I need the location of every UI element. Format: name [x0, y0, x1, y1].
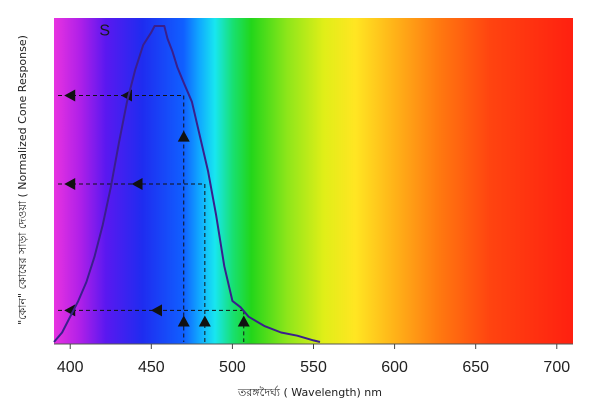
x-tick-label: 650	[462, 359, 489, 376]
x-tick-label: 500	[219, 359, 246, 376]
guide-arrow-left	[150, 304, 162, 317]
guide-arrow-up	[177, 130, 190, 142]
series-line-s	[53, 25, 321, 343]
guide-arrow-left	[64, 178, 76, 190]
guide-arrow-left	[64, 89, 76, 102]
x-tick-label: 450	[138, 359, 165, 376]
x-axis-title: তরঙ্গদৈর্ঘ্য ( Wavelength) nm	[237, 386, 382, 399]
series-label-s: S	[99, 22, 110, 39]
guide-arrow-up	[237, 315, 250, 327]
spectrum-background	[54, 18, 573, 344]
guide-arrow-up	[198, 315, 211, 327]
x-tick-label: 400	[57, 359, 84, 376]
curve-layer	[53, 25, 321, 343]
y-axis-title: "কোন" কোষের সাড়া দেওয়া ( Normalized Co…	[16, 35, 29, 325]
guide-arrow-up	[177, 315, 190, 327]
x-tick-label: 700	[543, 359, 570, 376]
x-tick-label: 550	[300, 359, 327, 376]
guide-lines	[58, 89, 250, 342]
x-axis-ticks: 400 450 500 550 600 650 700	[54, 343, 573, 376]
x-tick-label: 600	[381, 359, 408, 376]
guide-arrow-left	[131, 178, 143, 190]
